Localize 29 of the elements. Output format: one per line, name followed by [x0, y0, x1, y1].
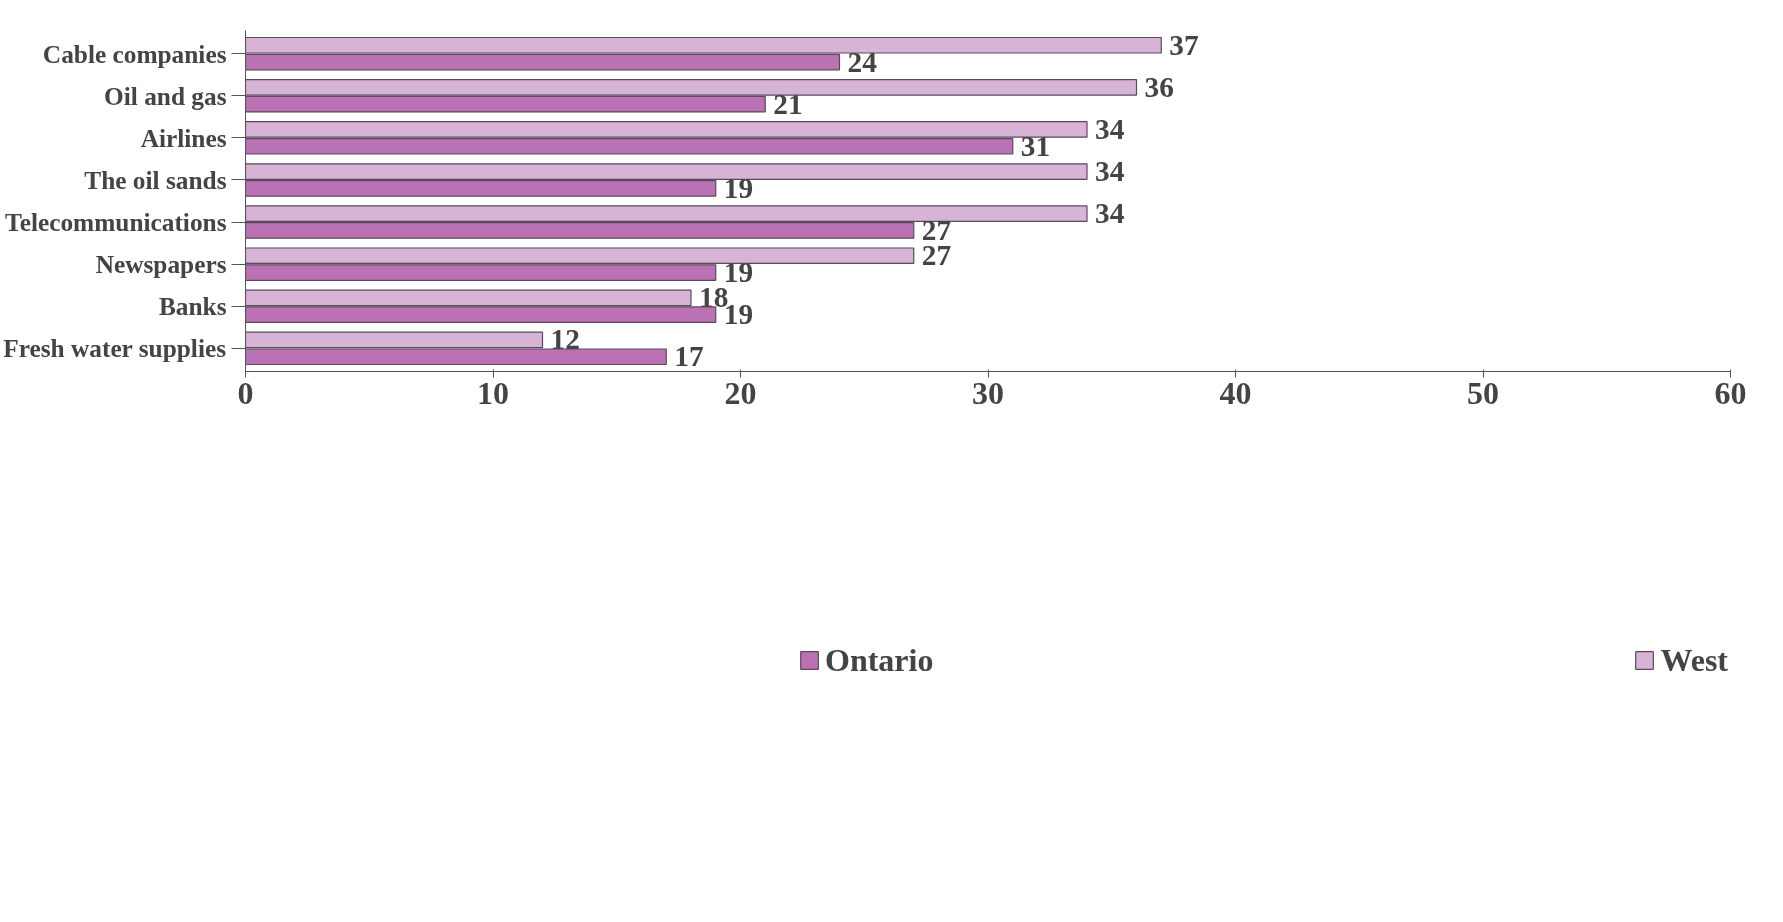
y-tick-label: Banks	[158, 292, 227, 321]
x-tick-label: 30	[972, 374, 1004, 411]
x-tick-label: 0	[237, 374, 254, 411]
data-label: 34	[1095, 197, 1125, 230]
y-tick-label: Airlines	[140, 123, 227, 152]
y-tick-label: Cable companies	[42, 39, 227, 68]
data-label: 34	[1095, 155, 1125, 188]
data-label: 12	[550, 323, 580, 356]
data-label: 34	[1095, 112, 1125, 145]
legend-label: West	[1660, 641, 1728, 679]
y-tick-label: The oil sands	[84, 165, 227, 194]
data-label: 21	[773, 87, 803, 120]
data-label: 19	[723, 256, 754, 289]
data-label: 17	[674, 340, 704, 373]
y-tick-label: Oil and gas	[104, 81, 227, 110]
x-tick-label: 20	[724, 374, 757, 411]
y-tick-label: Newspapers	[95, 250, 227, 279]
x-tick-label: 10	[477, 374, 509, 411]
legend-label: Ontario	[825, 641, 934, 679]
data-label: 31	[1020, 129, 1051, 162]
data-label: 19	[723, 171, 754, 204]
data-label: 36	[1144, 70, 1174, 103]
data-label: 24	[847, 45, 878, 78]
y-tick-label: Telecommunications	[5, 208, 227, 237]
y-tick-label: Fresh water supplies	[3, 334, 227, 363]
x-tick-label: 40	[1219, 374, 1252, 411]
x-tick-label: 60	[1714, 374, 1747, 411]
x-tick-label: 50	[1467, 374, 1499, 411]
data-label: 37	[1169, 28, 1199, 61]
